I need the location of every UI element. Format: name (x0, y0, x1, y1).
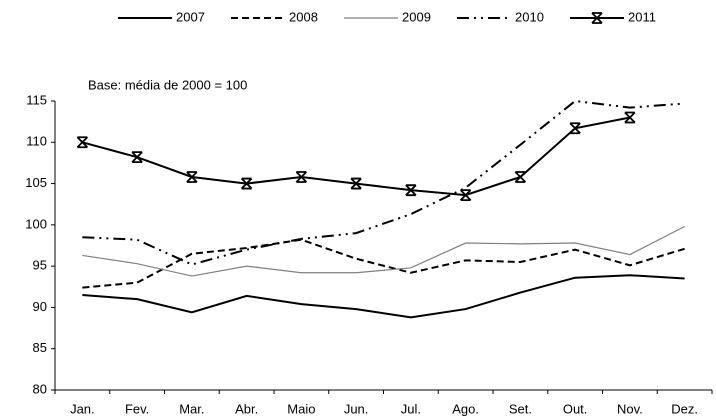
x-tick-label: Out. (563, 401, 588, 416)
x-tick-label: Mar. (179, 401, 204, 416)
legend-label: 2011 (628, 9, 656, 24)
legend-label: 2010 (515, 9, 544, 24)
x-tick-label: Ago. (452, 401, 479, 416)
marker (405, 184, 417, 197)
marker (295, 171, 308, 183)
marker (624, 111, 636, 124)
marker (350, 177, 362, 190)
x-tick-label: Jul. (401, 401, 421, 416)
series-line (82, 238, 685, 289)
legend-label: 2009 (402, 9, 431, 24)
marker (591, 12, 603, 24)
marker (131, 151, 143, 164)
x-tick-label: Dez. (671, 401, 698, 416)
marker (569, 122, 581, 135)
marker (514, 171, 527, 183)
y-tick-label: 90 (33, 299, 47, 314)
marker (76, 136, 89, 149)
annotation: Base: média de 2000 = 100 (88, 77, 247, 92)
x-tick-label: Nov. (617, 401, 643, 416)
y-tick-label: 95 (33, 258, 47, 273)
x-tick-label: Abr. (235, 401, 258, 416)
y-tick-label: 80 (33, 381, 47, 396)
y-tick-label: 115 (26, 92, 47, 107)
series-line (82, 225, 685, 277)
x-tick-label: Jun. (344, 401, 369, 416)
legend-label: 2008 (289, 9, 318, 24)
x-tick-label: Set. (509, 401, 532, 416)
y-tick-label: 110 (26, 134, 47, 149)
marker (459, 189, 472, 202)
legend-label: 2007 (176, 9, 205, 24)
series-line (82, 274, 685, 319)
x-tick-label: Maio (287, 401, 315, 416)
y-tick-label: 105 (25, 175, 47, 190)
x-tick-label: Jan. (70, 401, 95, 416)
x-tick-label: Fev. (125, 401, 149, 416)
y-tick-label: 85 (33, 340, 47, 355)
marker (240, 177, 253, 190)
series-line (82, 99, 685, 266)
y-tick-label: 100 (25, 216, 47, 231)
marker (186, 171, 198, 183)
